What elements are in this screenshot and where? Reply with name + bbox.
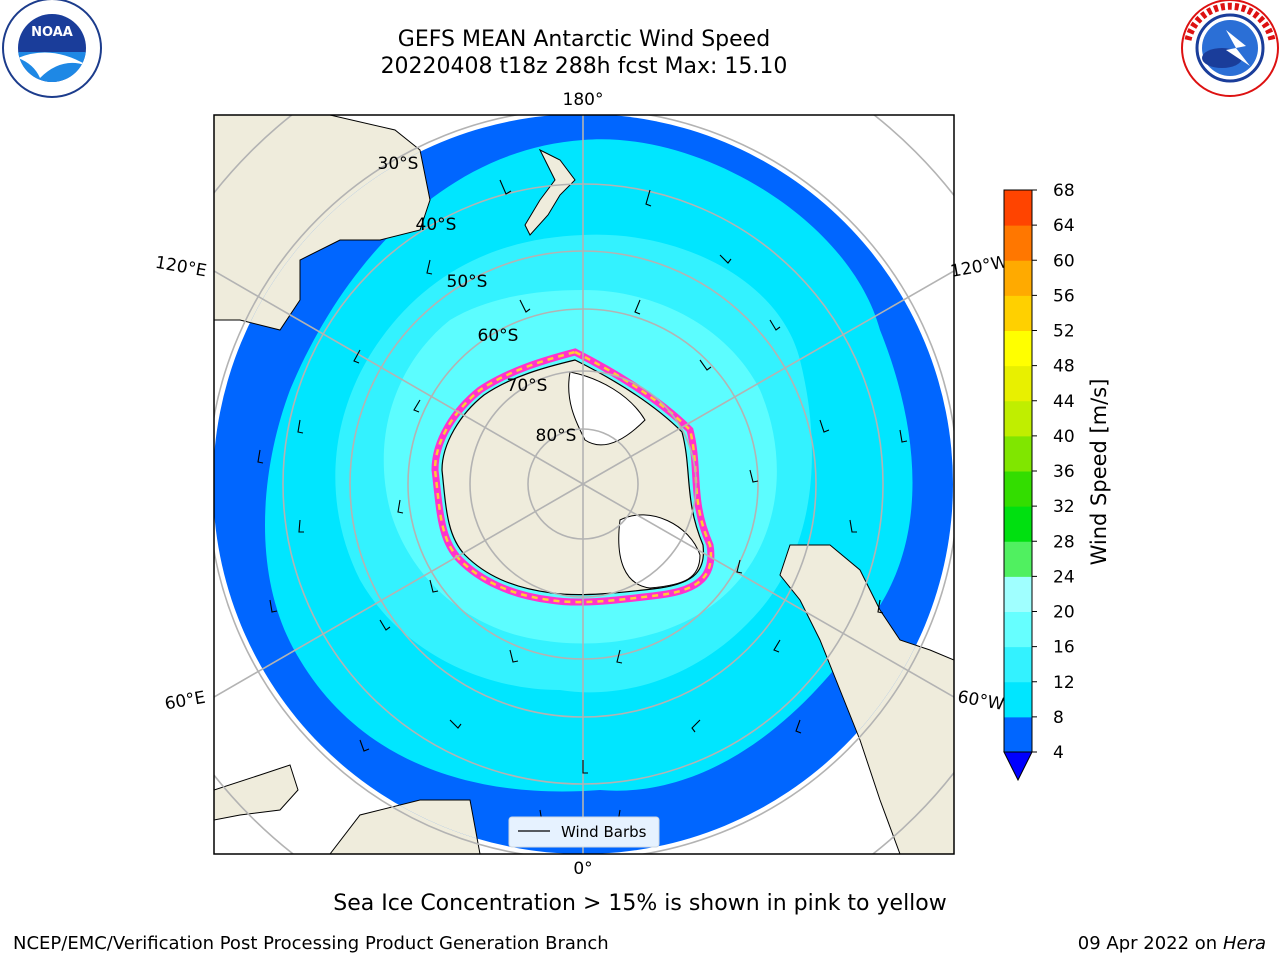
colorbar-label: Wind Speed [m/s] <box>1087 379 1111 566</box>
footer-host: Hera <box>1222 933 1266 954</box>
colorbar-tick-label: 20 <box>1053 603 1075 623</box>
colorbar-tick-label: 68 <box>1053 181 1075 201</box>
colorbar-bin <box>1004 576 1032 612</box>
lon-label-120w: 120°W <box>949 252 1010 282</box>
colorbar-bin <box>1004 646 1032 683</box>
africa-land <box>214 764 299 821</box>
colorbar-tick-label: 16 <box>1053 638 1075 658</box>
colorbar-tick-label: 48 <box>1053 357 1075 377</box>
colorbar-tick-label: 56 <box>1053 286 1075 306</box>
colorbar-bin <box>1004 681 1032 718</box>
ross-ice-shelf <box>568 371 646 446</box>
colorbar-bin <box>1004 365 1032 402</box>
colorbar-tick-label: 8 <box>1053 708 1064 728</box>
lon-label-180: 180° <box>563 90 604 110</box>
colorbar-bin <box>1004 295 1032 331</box>
footer-credit: NCEP/EMC/Verification Post Processing Pr… <box>13 933 609 954</box>
lat-label-40s: 40°S <box>416 215 457 235</box>
sea-ice-caption: Sea Ice Concentration > 15% is shown in … <box>333 891 947 916</box>
colorbar-tick-label: 44 <box>1053 392 1075 412</box>
colorbar-bin <box>1004 435 1032 472</box>
colorbar-bin <box>1004 611 1032 648</box>
colorbar-tick-label: 12 <box>1053 673 1075 693</box>
colorbar-bin <box>1004 225 1032 261</box>
colorbar-under-arrow <box>1003 751 1033 782</box>
lat-label-60s: 60°S <box>478 326 519 346</box>
colorbar-bin <box>1004 330 1032 367</box>
colorbar-tick-label: 52 <box>1053 322 1075 342</box>
footer-date: 09 Apr 2022 on Hera <box>1078 933 1266 954</box>
map-title: GEFS MEAN Antarctic Wind Speed <box>397 27 771 52</box>
noaa-logo: NOAA <box>2 0 102 98</box>
lat-label-70s: 70°S <box>507 376 548 396</box>
lat-label-30s: 30°S <box>378 154 419 174</box>
colorbar-bin <box>1004 400 1032 437</box>
wind-barbs <box>257 179 908 824</box>
lat-label-80s: 80°S <box>536 426 577 446</box>
colorbar-tick-label: 40 <box>1053 427 1075 447</box>
lat-label-50s: 50°S <box>447 272 488 292</box>
colorbar-bin <box>1004 541 1032 577</box>
colorbar-bin <box>1004 471 1032 507</box>
colorbar-tick-label: 64 <box>1053 216 1075 236</box>
ronne-ice-shelf <box>618 514 701 589</box>
colorbar-tick-label: 60 <box>1053 251 1075 271</box>
lon-label-0: 0° <box>573 859 592 879</box>
colorbar-tick-label: 36 <box>1053 462 1075 482</box>
graticule <box>214 115 954 854</box>
lon-label-60w: 60°W <box>956 687 1006 715</box>
colorbar-bin <box>1004 506 1032 542</box>
footer-date-text: 09 Apr 2022 on <box>1077 933 1223 954</box>
legend-wind-barbs-label: Wind Barbs <box>561 823 647 841</box>
lon-label-60e: 60°E <box>163 688 207 715</box>
colorbar-tick-label: 24 <box>1053 567 1075 587</box>
colorbar-bin <box>1004 190 1032 226</box>
nws-logo <box>1181 0 1279 97</box>
map-legend: Wind Barbs <box>508 816 660 848</box>
lon-label-120e: 120°E <box>154 253 208 282</box>
new-zealand-land <box>524 148 576 236</box>
colorbar-bin <box>1004 716 1032 753</box>
map-panel: 180° 120°E 120°W 60°E 60°W 0° 30°S 40°S … <box>154 90 1010 879</box>
colorbar-tick-label: 32 <box>1053 497 1075 517</box>
map-subtitle: 20220408 t18z 288h fcst Max: 15.10 <box>380 54 788 79</box>
noaa-logo-text: NOAA <box>31 25 73 40</box>
colorbar-tick-label: 28 <box>1053 532 1075 552</box>
colorbar-tick-label: 4 <box>1053 743 1064 763</box>
colorbar-bin <box>1004 260 1032 296</box>
